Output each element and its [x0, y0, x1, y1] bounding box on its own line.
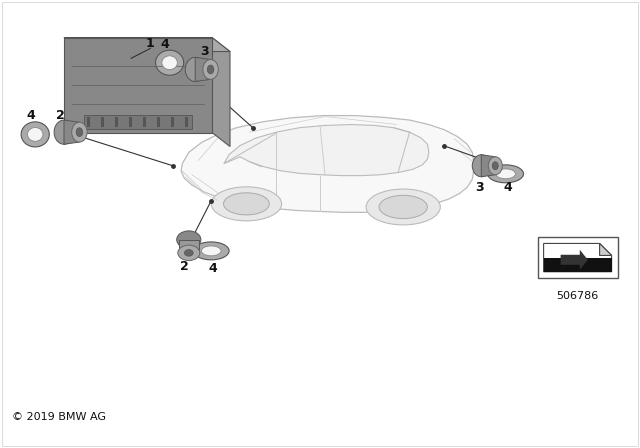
- Text: 506786: 506786: [556, 291, 599, 301]
- Ellipse shape: [178, 245, 200, 261]
- Ellipse shape: [472, 155, 490, 177]
- Text: 2: 2: [56, 109, 65, 122]
- Bar: [157, 116, 160, 126]
- Text: 4: 4: [161, 38, 170, 52]
- Bar: [101, 116, 104, 126]
- Bar: [171, 116, 174, 126]
- Polygon shape: [195, 57, 211, 82]
- Bar: [538, 237, 618, 278]
- Ellipse shape: [492, 162, 499, 170]
- Ellipse shape: [207, 65, 214, 74]
- Ellipse shape: [72, 122, 87, 142]
- Ellipse shape: [184, 250, 193, 256]
- Polygon shape: [212, 38, 230, 146]
- Ellipse shape: [496, 169, 515, 179]
- Text: 3: 3: [476, 181, 484, 194]
- Ellipse shape: [186, 57, 205, 82]
- Text: © 2019 BMW AG: © 2019 BMW AG: [12, 412, 106, 422]
- Ellipse shape: [21, 122, 49, 147]
- Polygon shape: [600, 243, 612, 255]
- Ellipse shape: [223, 193, 269, 215]
- Ellipse shape: [211, 187, 282, 221]
- Bar: [115, 116, 118, 126]
- Polygon shape: [64, 38, 230, 52]
- Ellipse shape: [162, 56, 177, 69]
- Text: 1: 1: [146, 37, 155, 51]
- Polygon shape: [561, 250, 588, 270]
- Ellipse shape: [76, 128, 83, 137]
- Ellipse shape: [177, 231, 201, 249]
- Ellipse shape: [28, 128, 43, 141]
- Text: 4: 4: [503, 181, 512, 194]
- Bar: [87, 116, 90, 126]
- Polygon shape: [181, 116, 474, 212]
- Text: 4: 4: [208, 262, 217, 276]
- Polygon shape: [224, 125, 429, 176]
- Bar: [185, 116, 188, 126]
- Bar: [64, 38, 212, 133]
- Ellipse shape: [193, 242, 229, 260]
- Text: 3: 3: [200, 45, 209, 58]
- Text: 2: 2: [180, 260, 189, 273]
- Bar: [84, 115, 192, 129]
- Ellipse shape: [54, 120, 74, 144]
- Text: 4: 4: [26, 109, 35, 122]
- Polygon shape: [543, 243, 612, 272]
- Bar: [543, 258, 612, 272]
- Polygon shape: [179, 240, 198, 253]
- Ellipse shape: [488, 157, 502, 175]
- Ellipse shape: [156, 50, 184, 75]
- Ellipse shape: [488, 165, 524, 183]
- Ellipse shape: [203, 60, 218, 79]
- Bar: [129, 116, 132, 126]
- Ellipse shape: [379, 195, 428, 219]
- Ellipse shape: [202, 246, 221, 256]
- Ellipse shape: [366, 189, 440, 225]
- Bar: [143, 116, 146, 126]
- Polygon shape: [64, 120, 79, 144]
- Polygon shape: [481, 155, 495, 177]
